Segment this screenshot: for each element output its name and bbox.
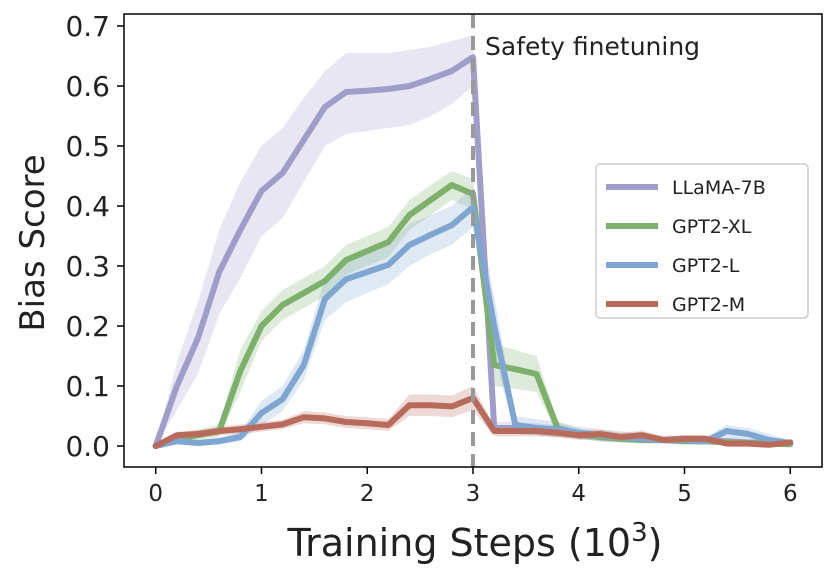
- x-axis-label-main: Training Steps (10: [287, 521, 632, 565]
- x-tick-label: 2: [360, 481, 375, 507]
- x-tick-label: 5: [677, 481, 692, 507]
- y-tick-label: 0.1: [65, 370, 110, 403]
- x-axis-label: Training Steps (103): [287, 518, 663, 565]
- y-tick-label: 0.5: [65, 130, 110, 163]
- y-tick-label: 0.6: [65, 70, 110, 103]
- x-tick-label: 3: [466, 481, 481, 507]
- x-tick-label: 6: [783, 481, 798, 507]
- x-tick-label: 4: [571, 481, 586, 507]
- y-axis-label: Bias Score: [13, 154, 53, 331]
- x-axis-label-close: ): [648, 521, 663, 565]
- legend-label-gpt2-m: GPT2-M: [672, 294, 745, 316]
- x-tick-label: 1: [254, 481, 269, 507]
- x-axis-label-superscript: 3: [631, 518, 648, 548]
- y-tick-label: 0.3: [65, 250, 110, 283]
- legend: LLaMA-7B GPT2-XL GPT2-L GPT2-M: [595, 163, 809, 319]
- y-axis-ticks: 0.0 0.1 0.2 0.3 0.4 0.5 0.6 0.7: [65, 10, 124, 463]
- y-tick-label: 0.7: [65, 10, 110, 43]
- y-tick-label: 0.4: [65, 190, 110, 223]
- legend-label-llama-7b: LLaMA-7B: [672, 177, 766, 199]
- y-tick-label: 0.0: [65, 430, 110, 463]
- band-llama-7b: [155, 35, 791, 446]
- x-tick-label: 0: [148, 481, 163, 507]
- x-axis-ticks: 0 1 2 3 4 5 6: [148, 467, 798, 507]
- legend-label-gpt2-l: GPT2-L: [672, 255, 740, 277]
- legend-box: [595, 163, 809, 319]
- legend-label-gpt2-xl: GPT2-XL: [672, 216, 752, 238]
- safety-finetuning-annotation: Safety finetuning: [485, 32, 700, 61]
- y-tick-label: 0.2: [65, 310, 110, 343]
